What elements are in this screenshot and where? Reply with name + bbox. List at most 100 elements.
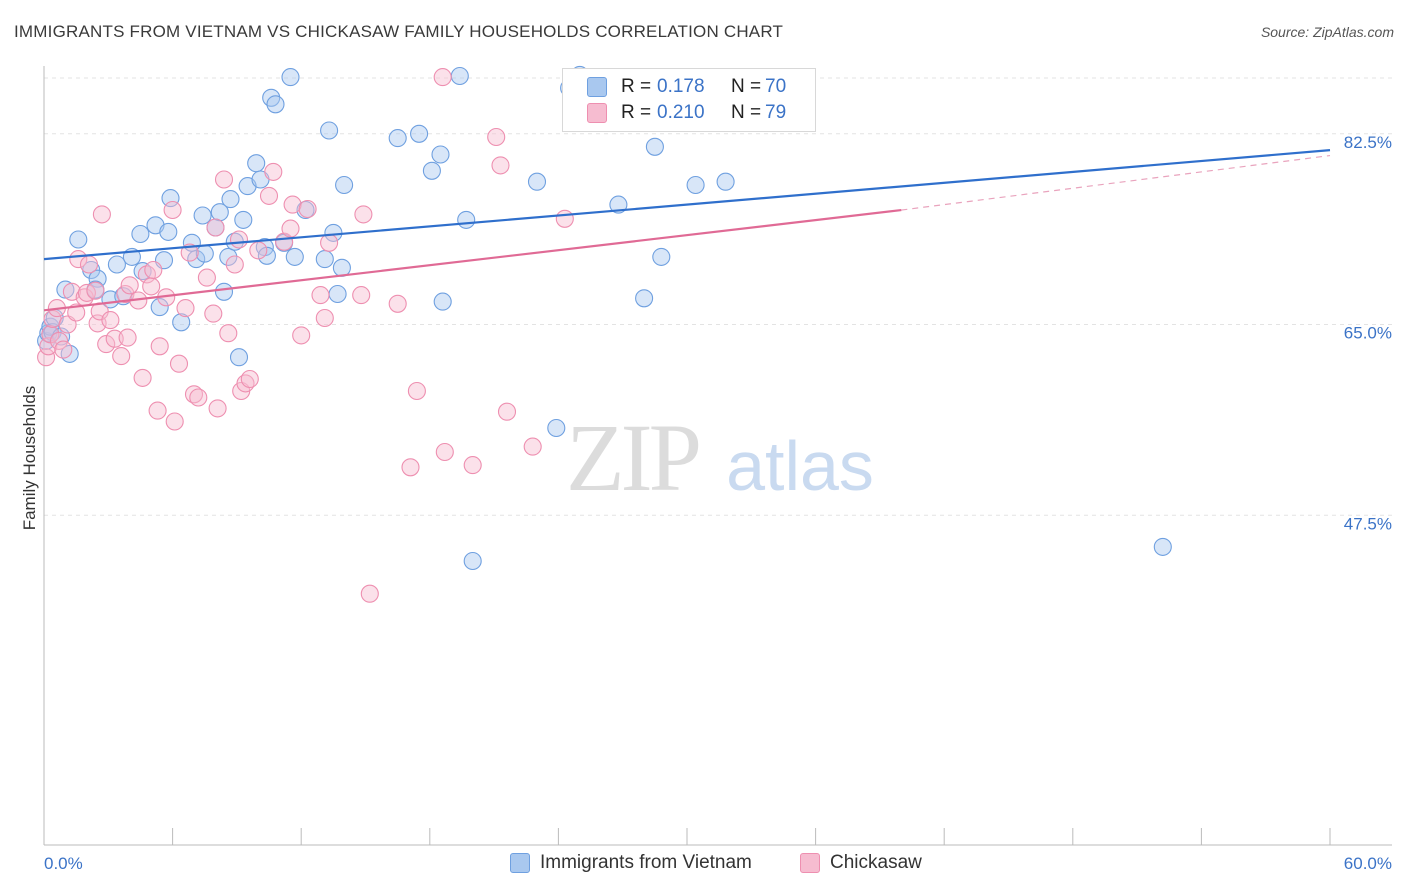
data-point-vietnam [635,289,654,308]
data-point-vietnam [266,95,285,114]
watermark-zip: ZIP [566,404,699,511]
n-value: 70 [765,76,787,97]
points-layer [37,65,1172,603]
trend-layer [43,149,1331,312]
data-point-vietnam [388,129,407,148]
data-point-chickasaw [354,205,373,224]
data-point-chickasaw [407,381,426,401]
trendline-vietnam [43,149,1331,261]
data-point-vietnam [187,250,206,269]
legend-item-chickasaw[interactable]: Chickasaw [800,852,922,874]
data-point-chickasaw [189,388,208,407]
y-tick-label: 47.5% [1344,514,1392,533]
y-axis-label: Family Households [20,386,39,531]
data-point-vietnam [457,210,476,229]
data-point-chickasaw [497,402,517,421]
n-label: N = [731,76,762,97]
data-point-chickasaw [249,241,268,260]
data-point-chickasaw [92,205,111,224]
data-point-vietnam [193,206,212,225]
data-point-chickasaw [86,281,105,300]
data-point-chickasaw [360,584,379,603]
data-point-vietnam [422,161,441,180]
data-point-chickasaw [79,255,99,274]
y-tick-label: 65.0% [1344,324,1392,343]
n-label: N = [731,102,762,123]
data-point-chickasaw [105,329,124,348]
grid-layer [44,77,1392,516]
data-point-vietnam [463,551,482,571]
data-point-chickasaw [352,286,371,305]
data-point-chickasaw [433,68,452,87]
data-point-chickasaw [133,368,152,387]
data-point-vietnam [328,284,347,304]
data-point-chickasaw [112,347,131,366]
data-point-vietnam [214,282,234,301]
data-point-chickasaw [311,286,330,305]
data-point-chickasaw [259,186,279,205]
data-point-vietnam [527,172,547,191]
data-point-vietnam [150,298,169,317]
data-point-chickasaw [298,199,317,219]
data-point-chickasaw [169,354,189,373]
data-point-vietnam [234,210,253,229]
data-point-vietnam [221,190,240,209]
x-tick-label: 0.0% [44,854,83,873]
data-point-chickasaw [487,127,506,147]
watermark-atlas: atlas [726,427,874,505]
data-point-vietnam [107,255,126,274]
data-point-vietnam [609,195,628,214]
data-point-chickasaw [118,328,137,347]
data-point-chickasaw [435,442,454,462]
data-point-vietnam [69,230,88,249]
data-point-chickasaw [206,218,225,237]
data-point-chickasaw [204,304,223,323]
r-value: 0.210 [657,102,705,123]
data-point-chickasaw [283,195,302,214]
source-label: Source: ZipAtlas.com [1260,24,1394,40]
r-label: R = [621,76,652,97]
data-point-vietnam [410,124,429,143]
data-point-vietnam [547,418,566,438]
data-point-chickasaw [555,209,574,228]
legend-swatch-chickasaw [587,103,607,123]
legend-swatch-chickasaw [800,853,820,873]
data-point-vietnam [195,244,214,263]
data-point-vietnam [1153,537,1172,556]
chart-title: IMMIGRANTS FROM VIETNAM VS CHICKASAW FAM… [14,22,784,41]
stats-legend: R = 0.178 N = 70 R = 0.210 N = 79 [562,68,816,132]
n-value: 79 [765,102,787,123]
data-point-chickasaw [101,311,120,330]
legend-label-vietnam: Immigrants from Vietnam [540,852,752,873]
data-point-vietnam [431,145,450,164]
trendline-chickasaw-extension [901,154,1331,211]
r-value: 0.178 [657,76,705,97]
data-point-vietnam [645,137,664,156]
data-point-chickasaw [315,308,334,328]
data-point-chickasaw [49,331,69,350]
data-point-vietnam [716,172,735,191]
data-point-chickasaw [54,340,73,359]
data-point-chickasaw [225,255,244,274]
trendline-chickasaw [43,208,902,312]
data-point-chickasaw [240,369,259,389]
data-point-chickasaw [165,412,184,431]
data-point-chickasaw [208,399,227,418]
data-point-chickasaw [281,219,300,238]
watermark: ZIP atlas [566,404,874,511]
data-point-vietnam [247,154,266,173]
data-point-chickasaw [142,277,161,296]
data-point-chickasaw [67,303,86,322]
legend-item-vietnam[interactable]: Immigrants from Vietnam [510,852,752,874]
data-point-chickasaw [197,268,216,287]
r-label: R = [621,102,652,123]
stats-legend-row-chickasaw: R = 0.210 N = 79 [587,101,839,125]
axis-layer [43,66,1392,846]
data-point-vietnam [229,348,249,367]
data-point-vietnam [281,68,300,87]
legend-swatch-vietnam [510,853,530,873]
data-point-vietnam [219,247,238,266]
data-point-chickasaw [463,456,482,475]
data-point-chickasaw [180,243,199,262]
